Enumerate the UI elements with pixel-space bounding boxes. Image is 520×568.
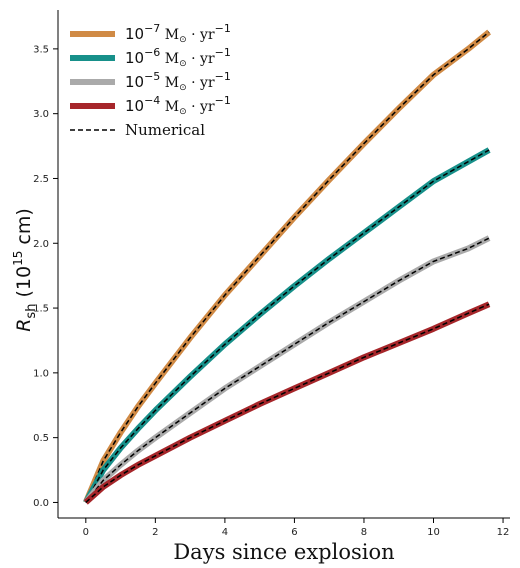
legend: 10−7 M⊙ · yr−110−6 M⊙ · yr−110−5 M⊙ · yr… [70, 22, 231, 139]
ticks: 0 2 4 6 8 10 12 0.0 0.5 1.0 1.5 2.0 2.5 3.0 3.5 [33, 44, 509, 538]
y-axis-label-unit-exp: 15 [11, 251, 25, 266]
legend-label-0: 10−7 M⊙ · yr−1 [125, 22, 231, 45]
x-tick-label: 10 [427, 527, 440, 538]
x-tick-label: 6 [291, 527, 297, 538]
legend-label-1: 10−6 M⊙ · yr−1 [125, 46, 231, 69]
y-tick-label: 3.0 [33, 109, 49, 120]
y-axis-label-main: R [13, 319, 35, 332]
y-tick-label: 0.5 [33, 433, 49, 444]
x-tick-label: 4 [222, 527, 228, 538]
y-axis-label: Rsh (1015 cm) [11, 208, 39, 332]
x-axis-label: Days since explosion [173, 540, 394, 564]
y-axis-label-unit-open: (10 [13, 266, 35, 304]
y-tick-label: 0.0 [33, 498, 49, 509]
x-tick-label: 8 [361, 527, 367, 538]
y-tick-label: 2.0 [33, 239, 49, 250]
series-lines [83, 29, 491, 505]
y-axis-label-group: Rsh (1015 cm) [11, 208, 39, 332]
y-tick-label: 3.5 [33, 44, 49, 55]
legend-label-2: 10−5 M⊙ · yr−1 [125, 70, 231, 93]
legend-label-numerical: Numerical [125, 121, 205, 139]
y-tick-label: 1.5 [33, 304, 49, 315]
numerical-line-0 [85, 31, 490, 503]
x-tick-label: 12 [497, 527, 510, 538]
numerical-line-2 [85, 237, 490, 503]
y-axis-label-sub: sh [24, 304, 39, 319]
numerical-line-3 [85, 303, 490, 503]
x-tick-label: 2 [152, 527, 158, 538]
x-tick-label: 0 [83, 527, 89, 538]
y-tick-label: 1.0 [33, 368, 49, 379]
series-line-1 [83, 147, 491, 504]
y-axis-label-unit-close: cm) [13, 208, 35, 250]
y-tick-label: 2.5 [33, 174, 49, 185]
legend-label-3: 10−4 M⊙ · yr−1 [125, 94, 231, 117]
numerical-line-1 [85, 149, 490, 503]
series-line-3 [83, 301, 491, 505]
